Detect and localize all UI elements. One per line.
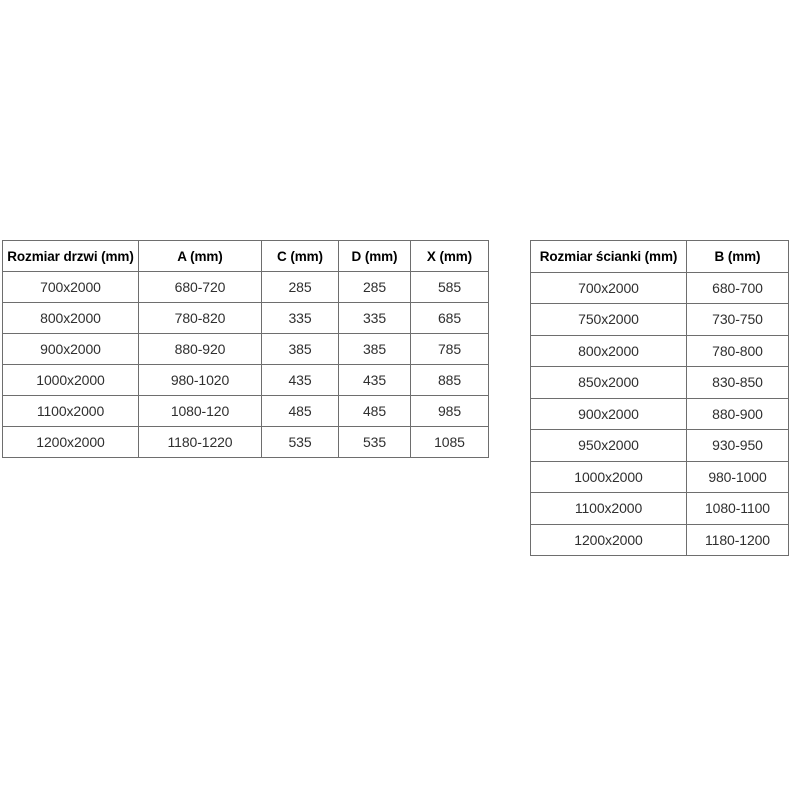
cell-b: 880-900: [686, 397, 789, 430]
column-header-door-size: Rozmiar drzwi (mm): [2, 240, 139, 272]
table-row: 700x2000 680-720 285 285 585: [2, 271, 489, 303]
cell-wall-size: 800x2000: [530, 334, 687, 367]
cell-b: 1180-1200: [686, 523, 789, 556]
cell-x: 1085: [410, 426, 489, 458]
column-header-wall-size: Rozmiar ścianki (mm): [530, 240, 687, 273]
cell-b: 830-850: [686, 366, 789, 399]
cell-d: 285: [338, 271, 411, 303]
cell-a: 1080-120: [138, 395, 262, 427]
cell-a: 1180-1220: [138, 426, 262, 458]
table-row: 900x2000 880-900: [530, 397, 789, 430]
cell-door-size: 800x2000: [2, 302, 139, 334]
cell-door-size: 900x2000: [2, 333, 139, 365]
cell-d: 485: [338, 395, 411, 427]
table-row: 750x2000 730-750: [530, 303, 789, 336]
column-header-b: B (mm): [686, 240, 789, 273]
table-row: 850x2000 830-850: [530, 366, 789, 399]
cell-a: 980-1020: [138, 364, 262, 396]
cell-d: 385: [338, 333, 411, 365]
column-header-d: D (mm): [338, 240, 411, 272]
cell-b: 680-700: [686, 271, 789, 304]
table-row: 1100x2000 1080-1100: [530, 492, 789, 525]
cell-b: 780-800: [686, 334, 789, 367]
cell-door-size: 1100x2000: [2, 395, 139, 427]
cell-b: 1080-1100: [686, 492, 789, 525]
cell-a: 680-720: [138, 271, 262, 303]
door-size-table: Rozmiar drzwi (mm) A (mm) C (mm) D (mm) …: [2, 240, 489, 458]
cell-c: 335: [261, 302, 339, 334]
cell-wall-size: 1200x2000: [530, 523, 687, 556]
cell-c: 385: [261, 333, 339, 365]
cell-door-size: 700x2000: [2, 271, 139, 303]
cell-door-size: 1200x2000: [2, 426, 139, 458]
cell-a: 880-920: [138, 333, 262, 365]
cell-d: 435: [338, 364, 411, 396]
cell-wall-size: 750x2000: [530, 303, 687, 336]
cell-wall-size: 700x2000: [530, 271, 687, 304]
cell-d: 535: [338, 426, 411, 458]
table-row: 1000x2000 980-1020 435 435 885: [2, 364, 489, 396]
column-header-a: A (mm): [138, 240, 262, 272]
cell-x: 885: [410, 364, 489, 396]
cell-b: 930-950: [686, 429, 789, 462]
cell-wall-size: 1000x2000: [530, 460, 687, 493]
cell-x: 785: [410, 333, 489, 365]
table-row: 700x2000 680-700: [530, 271, 789, 304]
table-row: 950x2000 930-950: [530, 429, 789, 462]
cell-d: 335: [338, 302, 411, 334]
table-row: 800x2000 780-800: [530, 334, 789, 367]
cell-wall-size: 950x2000: [530, 429, 687, 462]
cell-wall-size: 1100x2000: [530, 492, 687, 525]
cell-c: 485: [261, 395, 339, 427]
cell-x: 585: [410, 271, 489, 303]
table-header-row: Rozmiar drzwi (mm) A (mm) C (mm) D (mm) …: [2, 240, 489, 272]
cell-door-size: 1000x2000: [2, 364, 139, 396]
table-row: 1200x2000 1180-1200: [530, 523, 789, 556]
column-header-c: C (mm): [261, 240, 339, 272]
cell-wall-size: 900x2000: [530, 397, 687, 430]
cell-b: 730-750: [686, 303, 789, 336]
cell-a: 780-820: [138, 302, 262, 334]
wall-panel-size-table: Rozmiar ścianki (mm) B (mm) 700x2000 680…: [530, 240, 789, 556]
table-row: 1100x2000 1080-120 485 485 985: [2, 395, 489, 427]
cell-c: 435: [261, 364, 339, 396]
table-row: 1000x2000 980-1000: [530, 460, 789, 493]
cell-x: 685: [410, 302, 489, 334]
table-row: 1200x2000 1180-1220 535 535 1085: [2, 426, 489, 458]
cell-b: 980-1000: [686, 460, 789, 493]
table-row: 800x2000 780-820 335 335 685: [2, 302, 489, 334]
cell-x: 985: [410, 395, 489, 427]
table-row: 900x2000 880-920 385 385 785: [2, 333, 489, 365]
cell-c: 535: [261, 426, 339, 458]
cell-wall-size: 850x2000: [530, 366, 687, 399]
column-header-x: X (mm): [410, 240, 489, 272]
table-header-row: Rozmiar ścianki (mm) B (mm): [530, 240, 789, 273]
cell-c: 285: [261, 271, 339, 303]
